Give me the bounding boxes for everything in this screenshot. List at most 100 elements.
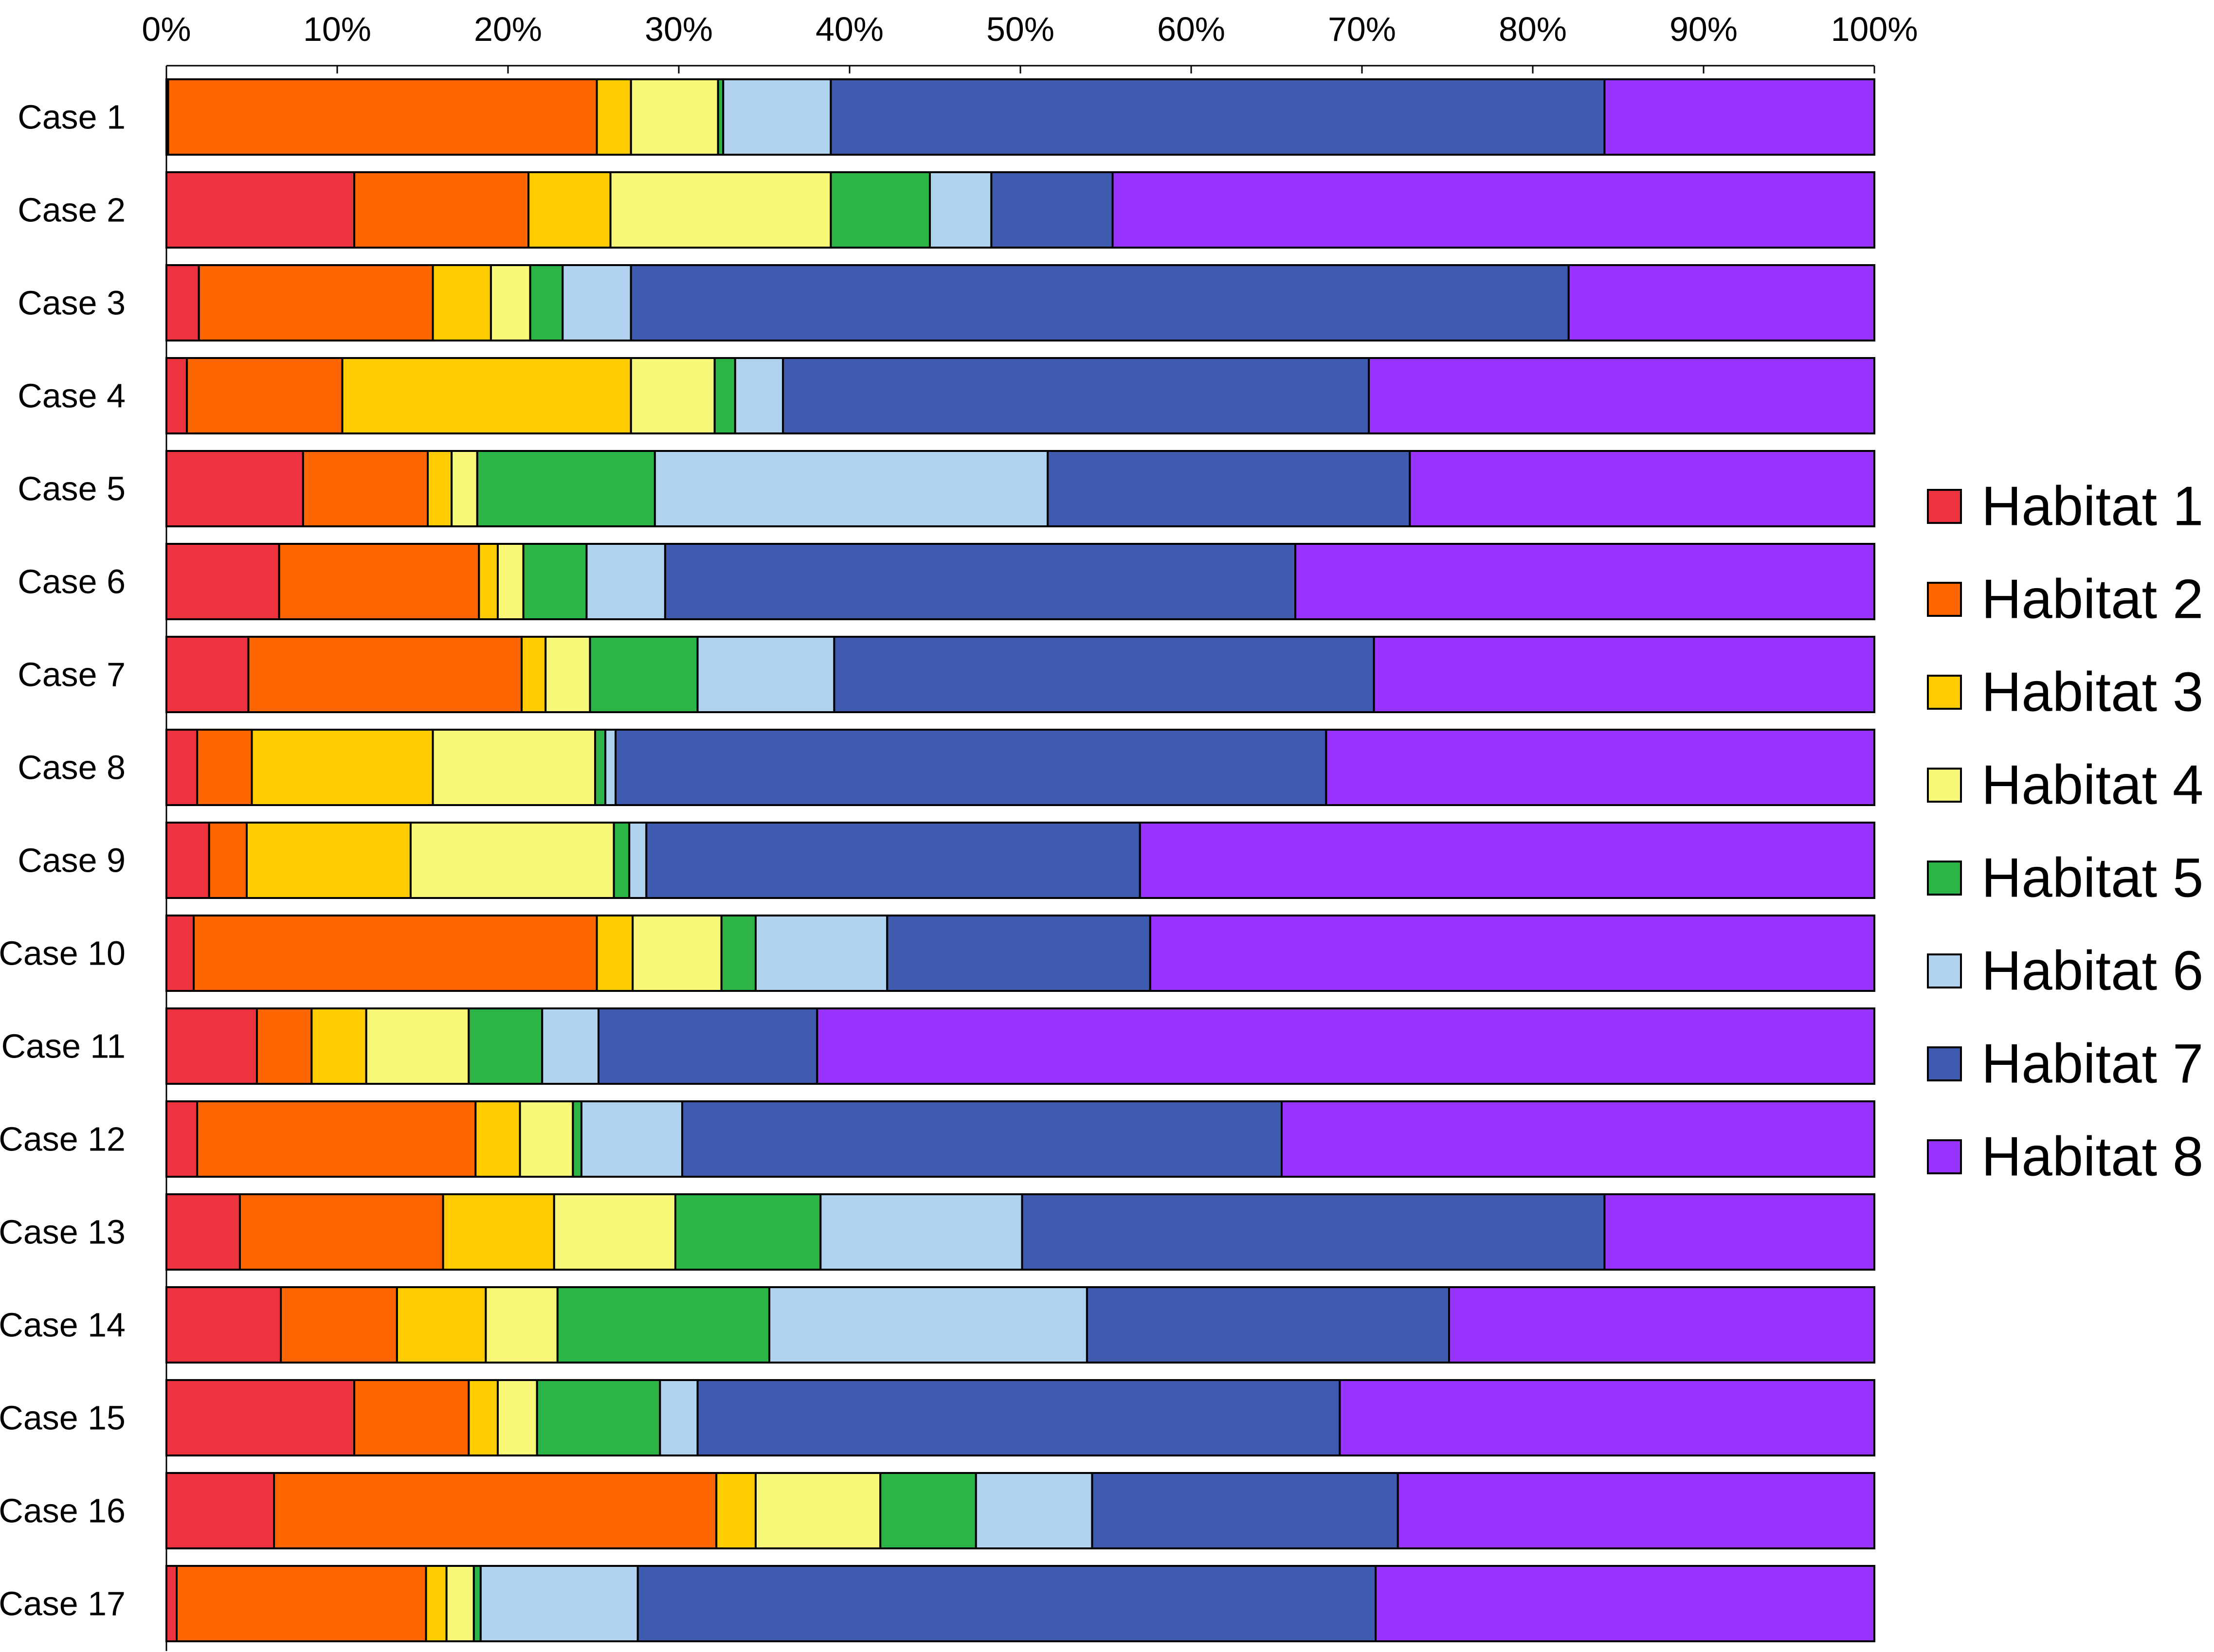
bar-segment-case-14-habitat-8 [1448, 1286, 1875, 1364]
bar-segment-case-6-habitat-4 [496, 543, 525, 620]
bar-segment-case-5-habitat-5 [476, 450, 656, 527]
bar-segment-case-12-habitat-5 [572, 1100, 582, 1178]
bar-segment-case-17-habitat-6 [479, 1565, 639, 1642]
x-tick-label: 40% [816, 10, 884, 48]
bar-segment-case-14-habitat-3 [396, 1286, 487, 1364]
bar-segment-case-11-habitat-3 [310, 1007, 367, 1085]
legend-swatch-habitat-7 [1927, 1046, 1962, 1081]
bar-segment-case-14-habitat-6 [768, 1286, 1088, 1364]
bar-segment-case-8-habitat-6 [604, 729, 617, 806]
bar-segment-case-8-habitat-1 [165, 729, 199, 806]
bar-segment-case-14-habitat-1 [165, 1286, 282, 1364]
bar-segment-case-6-habitat-8 [1294, 543, 1876, 620]
bar-segment-case-4-habitat-7 [782, 357, 1370, 434]
bar-segment-case-15-habitat-8 [1339, 1379, 1876, 1456]
bar-segment-case-14-habitat-4 [485, 1286, 559, 1364]
bar-segment-case-4-habitat-6 [734, 357, 784, 434]
bar-segment-case-13-habitat-7 [1021, 1193, 1606, 1271]
bar-segment-case-3-habitat-4 [490, 264, 531, 341]
bar-segment-case-9-habitat-3 [245, 822, 412, 899]
legend-label: Habitat 4 [1981, 754, 2203, 816]
bar-segment-case-9-habitat-8 [1139, 822, 1875, 899]
bar-segment-case-4-habitat-8 [1368, 357, 1875, 434]
bar-segment-case-1-habitat-4 [630, 78, 719, 156]
bar-segment-case-1-habitat-2 [167, 78, 598, 156]
legend-swatch-habitat-4 [1927, 768, 1962, 803]
bar-segment-case-9-habitat-5 [613, 822, 631, 899]
bar-segment-case-4-habitat-1 [165, 357, 188, 434]
bar-segment-case-3-habitat-2 [198, 264, 434, 341]
bar-segment-case-2-habitat-2 [353, 171, 530, 249]
bar-segment-case-6-habitat-5 [522, 543, 588, 620]
bar-segment-case-9-habitat-7 [645, 822, 1141, 899]
bar-segment-case-16-habitat-1 [165, 1472, 275, 1549]
bar-segment-case-14-habitat-5 [556, 1286, 771, 1364]
bar-segment-case-8-habitat-3 [251, 729, 434, 806]
bar-segment-case-11-habitat-8 [816, 1007, 1875, 1085]
bar-segment-case-7-habitat-4 [544, 636, 591, 713]
bar-segment-case-9-habitat-2 [208, 822, 248, 899]
bar-segment-case-5-habitat-4 [451, 450, 478, 527]
bar-segment-case-15-habitat-6 [659, 1379, 699, 1456]
bar-segment-case-2-habitat-8 [1111, 171, 1875, 249]
category-label: Case 6 [18, 563, 126, 601]
bar-segment-case-11-habitat-2 [256, 1007, 313, 1085]
bar-segment-case-11-habitat-5 [468, 1007, 544, 1085]
bar-segment-case-7-habitat-5 [589, 636, 699, 713]
bar-segment-case-3-habitat-7 [630, 264, 1570, 341]
bar-segment-case-6-habitat-2 [278, 543, 480, 620]
bar-segment-case-6-habitat-7 [664, 543, 1297, 620]
category-label: Case 11 [1, 1027, 126, 1065]
bar-segment-case-3-habitat-8 [1567, 264, 1875, 341]
x-tick-label: 100% [1831, 10, 1918, 48]
bar-segment-case-3-habitat-1 [165, 264, 200, 341]
bar-segment-case-16-habitat-7 [1091, 1472, 1399, 1549]
bar-segment-case-7-habitat-2 [247, 636, 523, 713]
x-axis: 0% 10% 20% 30% 40% 50% 60% 70% 80% 90% 100% [142, 10, 1918, 1651]
bar-segment-case-7-habitat-8 [1373, 636, 1876, 713]
bar-segment-case-10-habitat-6 [754, 915, 889, 992]
category-label: Case 5 [18, 470, 126, 508]
bar-segment-case-1-habitat-8 [1603, 78, 1875, 156]
legend-label: Habitat 7 [1981, 1033, 2203, 1095]
bar-segment-case-16-habitat-6 [975, 1472, 1093, 1549]
category-label: Case 2 [18, 191, 126, 229]
legend-swatch-habitat-8 [1927, 1139, 1962, 1174]
legend-swatch-habitat-1 [1927, 489, 1962, 524]
bar-segment-case-5-habitat-8 [1409, 450, 1875, 527]
x-tick-label: 0% [142, 10, 191, 48]
bar-segment-case-12-habitat-2 [196, 1100, 477, 1178]
bar-segment-case-7-habitat-3 [521, 636, 547, 713]
bar-segment-case-12-habitat-4 [519, 1100, 574, 1178]
bar-segment-case-4-habitat-4 [630, 357, 716, 434]
category-label: Case 7 [18, 656, 126, 694]
bar-segment-case-9-habitat-6 [628, 822, 648, 899]
bar-segment-case-1-habitat-6 [722, 78, 832, 156]
bar-segment-case-5-habitat-6 [653, 450, 1049, 527]
bar-segment-case-11-habitat-7 [598, 1007, 818, 1085]
bar-segment-case-16-habitat-5 [879, 1472, 977, 1549]
bar-segment-case-2-habitat-7 [990, 171, 1114, 249]
bar-segment-case-15-habitat-3 [468, 1379, 499, 1456]
bar-segment-case-6-habitat-3 [478, 543, 499, 620]
x-tick-label: 90% [1670, 10, 1738, 48]
category-label: Case 16 [0, 1492, 126, 1530]
category-label: Case 17 [0, 1585, 126, 1623]
bar-segment-case-17-habitat-3 [425, 1565, 448, 1642]
category-label: Case 14 [0, 1306, 126, 1344]
bar-segment-case-13-habitat-1 [165, 1193, 241, 1271]
legend-swatch-habitat-2 [1927, 582, 1962, 617]
legend-label: Habitat 8 [1981, 1126, 2203, 1188]
bar-segment-case-13-habitat-3 [442, 1193, 555, 1271]
bar-segment-case-5-habitat-7 [1047, 450, 1411, 527]
legend-label: Habitat 1 [1981, 476, 2203, 538]
bar-segment-case-10-habitat-1 [165, 915, 195, 992]
legend-label: Habitat 5 [1981, 847, 2203, 909]
legend-swatch-habitat-5 [1927, 861, 1962, 896]
bar-segment-case-15-habitat-7 [696, 1379, 1341, 1456]
bar-segment-case-5-habitat-2 [302, 450, 429, 527]
bar-segment-case-12-habitat-8 [1281, 1100, 1875, 1178]
category-label: Case 9 [18, 842, 126, 880]
bar-segment-case-17-habitat-5 [472, 1565, 482, 1642]
bar-segment-case-3-habitat-3 [432, 264, 492, 341]
